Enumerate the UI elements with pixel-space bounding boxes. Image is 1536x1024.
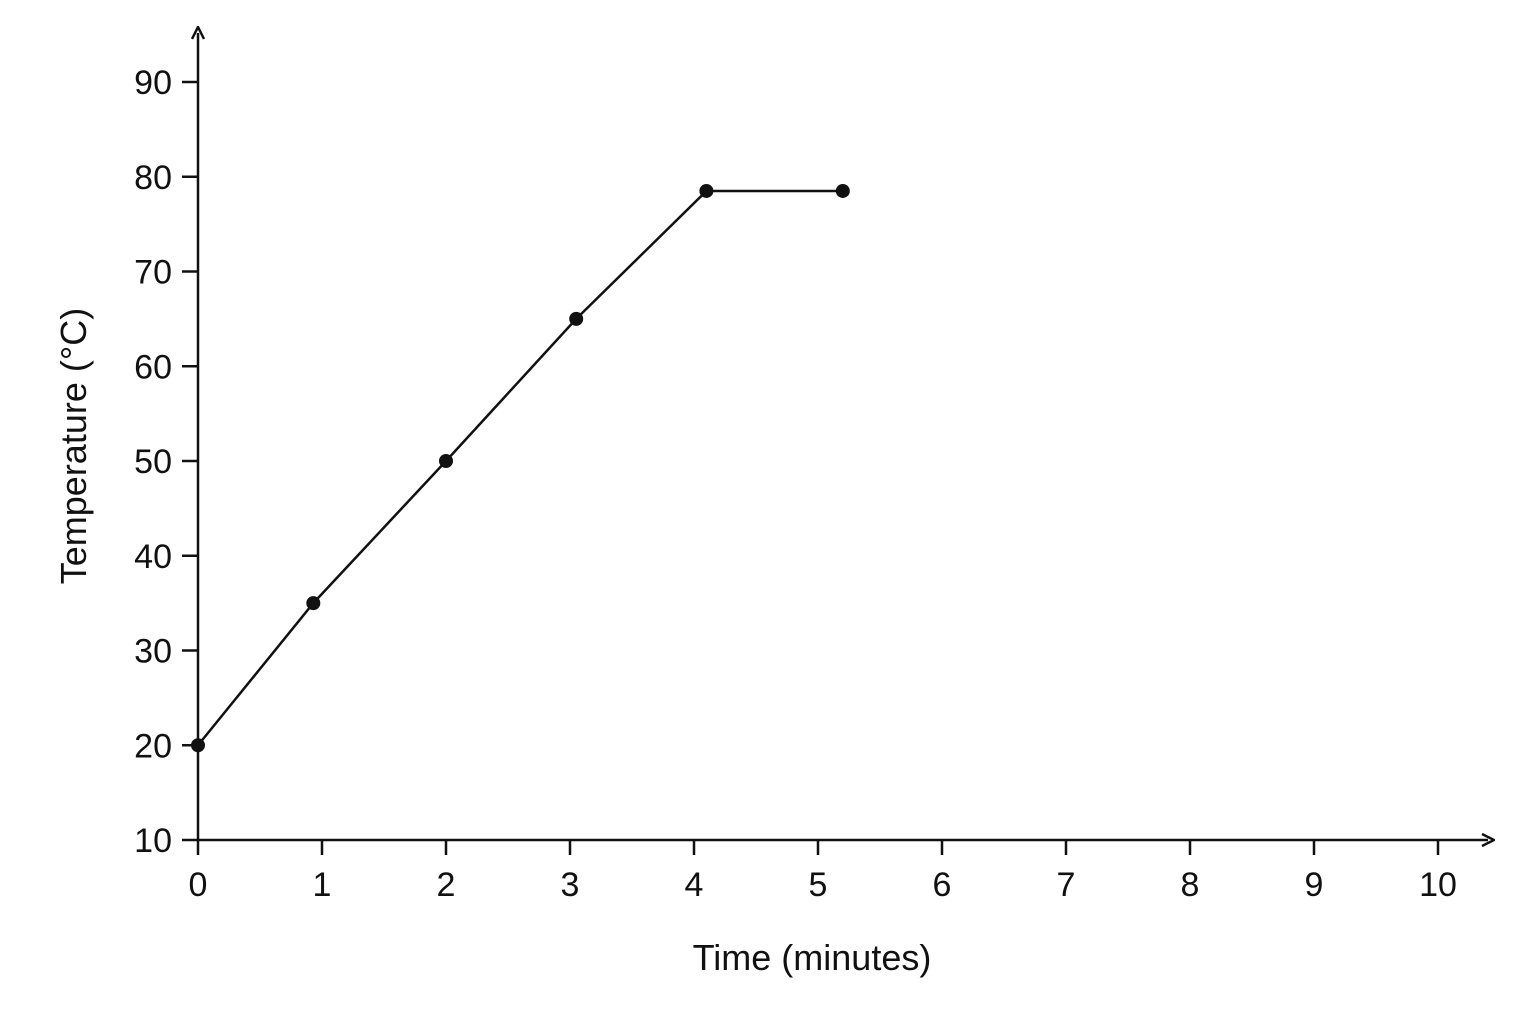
y-tick-label: 10 [134, 822, 172, 860]
y-tick-label: 80 [134, 159, 172, 197]
x-axis-title: Time (minutes) [693, 937, 932, 978]
data-point [191, 738, 205, 753]
x-tick-label: 8 [1181, 866, 1200, 904]
y-axis-title: Temperature (°C) [53, 308, 94, 584]
data-point [835, 183, 850, 198]
x-tick-label: 10 [1419, 866, 1457, 904]
x-tick-label: 5 [809, 866, 828, 904]
x-tick-label: 9 [1305, 866, 1324, 904]
x-tick-label: 2 [437, 866, 456, 904]
x-tick-label: 3 [561, 866, 580, 904]
data-point [569, 311, 584, 326]
y-tick-label: 30 [134, 633, 172, 671]
y-tick-label: 60 [134, 348, 172, 386]
series-group [191, 183, 850, 753]
data-point [699, 183, 714, 198]
data-point [439, 454, 453, 468]
series-line [197, 189, 843, 747]
y-tick-label: 50 [134, 443, 172, 481]
x-tick-label: 7 [1057, 866, 1076, 904]
x-tick-label: 6 [933, 866, 952, 904]
y-tick-label: 40 [134, 538, 172, 576]
y-axis-ticks: 10 20 30 40 50 60 70 80 90 [134, 64, 198, 860]
x-tick-label: 4 [685, 866, 704, 904]
x-axis-ticks: 0 1 2 3 4 5 6 7 8 9 10 [189, 840, 1457, 904]
x-tick-label: 1 [313, 866, 332, 904]
y-tick-label: 90 [134, 64, 172, 102]
data-point [306, 596, 321, 611]
x-tick-label: 0 [189, 866, 208, 904]
y-tick-label: 20 [134, 727, 172, 765]
y-tick-label: 70 [134, 254, 172, 292]
